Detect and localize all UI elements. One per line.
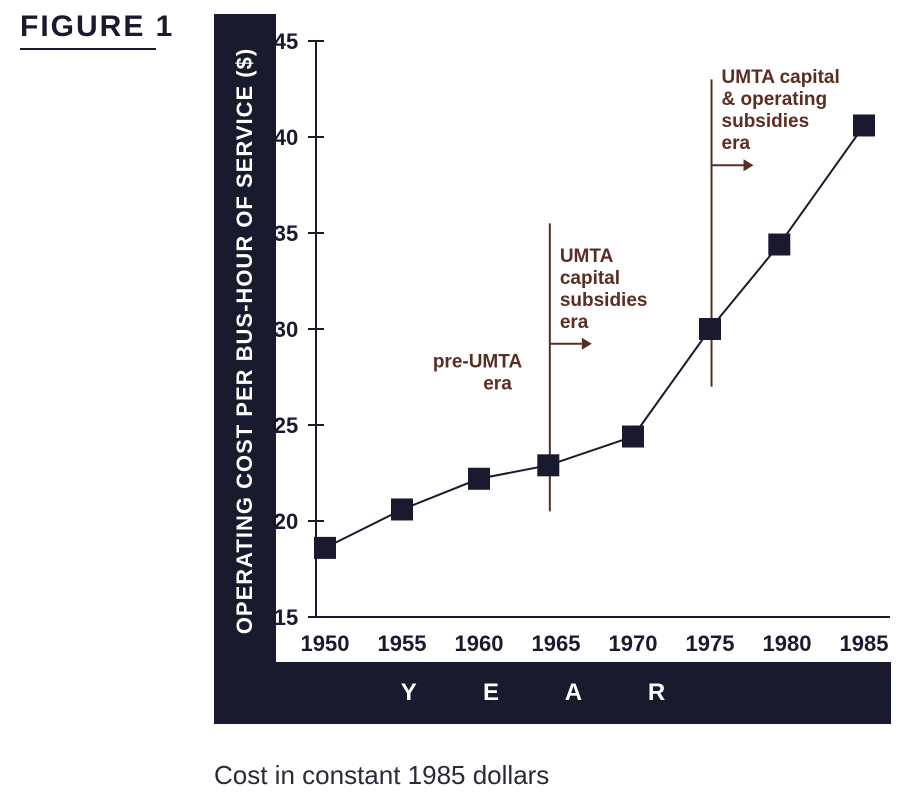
data-point-marker [314, 536, 336, 559]
data-point-marker [853, 114, 875, 137]
annotation-text: & operating [722, 89, 828, 110]
annotation-text: UMTA [560, 246, 614, 267]
x-tick-label: 1960 [455, 631, 504, 656]
x-tick-label: 1975 [686, 631, 735, 656]
y-tick-label: 25 [274, 413, 298, 438]
era-arrow-head [743, 159, 754, 172]
x-axis-band [214, 662, 891, 724]
figure-caption: Cost in constant 1985 dollars [214, 760, 550, 790]
annotation-text: era [722, 133, 751, 154]
annotation-text: UMTA capital [722, 67, 840, 88]
y-tick-label: 20 [274, 509, 298, 534]
figure-label: FIGURE 1 [20, 10, 175, 43]
annotation-text: capital [560, 268, 620, 289]
annotation-text: subsidies [722, 111, 810, 132]
y-tick-label: 40 [274, 125, 298, 150]
annotation-text: pre-UMTA [433, 351, 523, 372]
x-tick-label: 1980 [763, 631, 812, 656]
data-point-marker [537, 454, 560, 477]
x-tick-label: 1950 [301, 631, 350, 656]
figure-label-underline [20, 48, 156, 50]
era-arrow-head [581, 337, 592, 350]
y-tick-label: 35 [274, 221, 298, 246]
y-tick-label: 15 [274, 605, 298, 630]
x-tick-label: 1970 [609, 631, 658, 656]
x-axis-label: Y E A R [400, 679, 696, 706]
data-point-marker [768, 233, 791, 256]
y-tick-label: 45 [274, 29, 298, 54]
data-point-marker [391, 498, 413, 521]
data-point-marker [622, 425, 644, 448]
annotation-text: era [483, 373, 512, 394]
x-tick-label: 1955 [378, 631, 427, 656]
annotation-text: subsidies [560, 290, 648, 311]
data-point-marker [699, 318, 721, 340]
x-tick-label: 1985 [840, 631, 889, 656]
y-tick-label: 30 [274, 317, 298, 342]
x-tick-label: 1965 [532, 631, 581, 656]
annotation-text: era [560, 312, 589, 333]
data-point-marker [468, 467, 490, 490]
y-axis-band [214, 14, 276, 724]
series-line [324, 124, 865, 549]
